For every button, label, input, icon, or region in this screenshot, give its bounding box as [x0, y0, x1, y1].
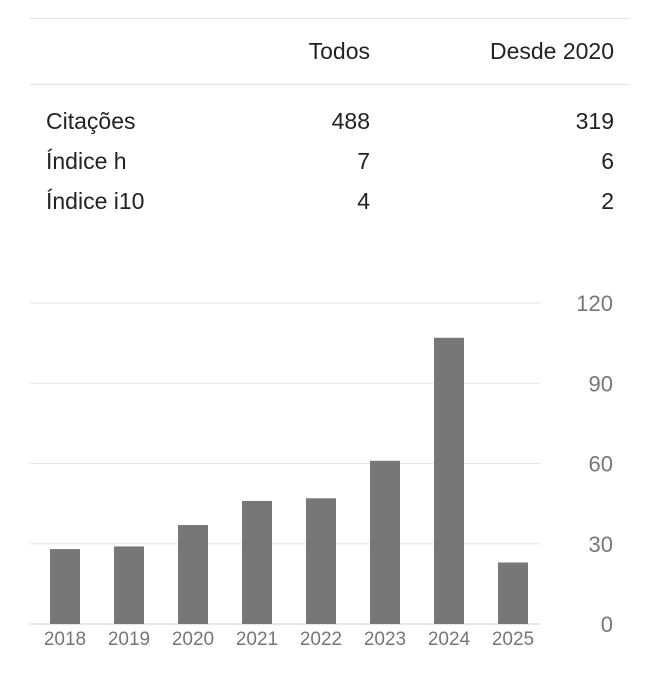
y-tick-label: 60: [589, 452, 613, 477]
bar-2020[interactable]: [178, 525, 208, 624]
y-tick-label: 90: [589, 371, 613, 396]
bar-2023[interactable]: [370, 460, 400, 624]
y-tick-label: 0: [601, 612, 613, 637]
bar-2021[interactable]: [242, 500, 272, 624]
metric-value-since: 2: [601, 188, 614, 214]
x-tick-label: 2022: [300, 629, 342, 650]
x-tick-label: 2019: [108, 629, 150, 650]
x-tick-label: 2018: [44, 629, 86, 650]
metric-label: Citações: [46, 108, 136, 134]
metric-row-citations: Citações 488 319: [0, 108, 652, 144]
header-all: Todos: [308, 38, 370, 64]
metric-row-h-index: Índice h 7 6: [0, 148, 652, 184]
y-tick-label: 120: [576, 291, 613, 316]
metric-label: Índice h: [46, 148, 127, 174]
x-tick-label: 2023: [364, 629, 406, 650]
bar-2019[interactable]: [114, 546, 144, 624]
bar-2024[interactable]: [434, 337, 464, 624]
metric-row-i10-index: Índice i10 4 2: [0, 188, 652, 224]
citations-bar-chart: 0 30 60 90 120 2018 2019 2020 2021 2022 2023 2024 20…: [30, 291, 613, 650]
header-divider: [30, 84, 630, 85]
metric-value-since: 319: [575, 108, 614, 134]
top-divider: [30, 18, 630, 19]
metric-value-all: 488: [331, 108, 370, 134]
bar-2022[interactable]: [306, 498, 336, 624]
x-tick-label: 2025: [492, 629, 534, 650]
bar-2025[interactable]: [498, 562, 528, 624]
metric-value-all: 4: [357, 188, 370, 214]
x-tick-label: 2020: [172, 629, 214, 650]
y-tick-label: 30: [589, 532, 613, 557]
header-since-2020: Desde 2020: [489, 38, 614, 64]
metric-label: Índice i10: [46, 188, 145, 214]
metric-value-all: 7: [357, 148, 370, 174]
metric-value-since: 6: [601, 148, 614, 174]
bar-2018[interactable]: [50, 549, 80, 624]
x-tick-label: 2021: [236, 629, 278, 650]
x-tick-label: 2024: [428, 629, 471, 650]
